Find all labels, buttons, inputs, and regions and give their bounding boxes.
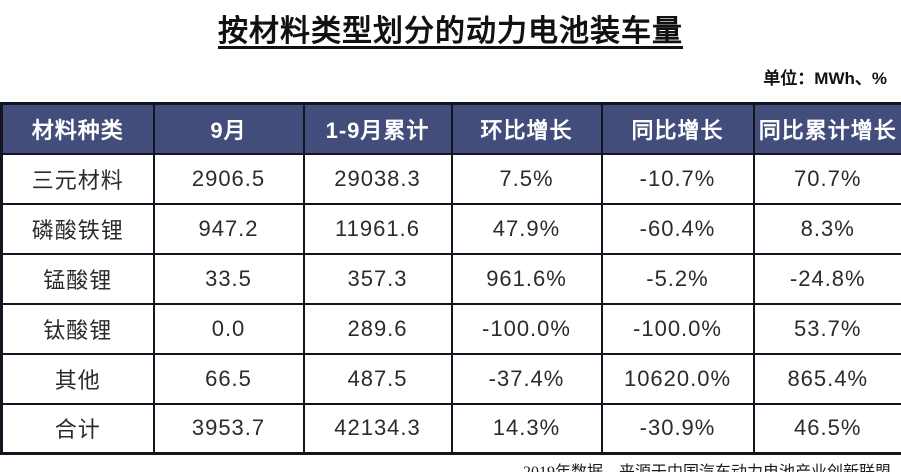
material-name-cell: 其他 [0, 352, 155, 405]
table-row-lfp: 磷酸铁锂 947.2 11961.6 47.9% -60.4% 8.3% [0, 202, 901, 255]
column-header-yoy-cumulative-growth: 同比累计增长 [752, 102, 901, 155]
table-cell: -24.8% [752, 252, 901, 305]
table-row-total: 合计 3953.7 42134.3 14.3% -30.9% 46.5% [0, 402, 901, 455]
column-header-material: 材料种类 [0, 102, 155, 155]
battery-installation-table: 材料种类 9月 1-9月累计 环比增长 同比增长 同比累计增长 三元材料 290… [0, 102, 901, 455]
table-row-lto: 钛酸锂 0.0 289.6 -100.0% -100.0% 53.7% [0, 302, 901, 355]
table-cell: 47.9% [450, 202, 603, 255]
column-header-yoy-growth: 同比增长 [600, 102, 755, 155]
table-cell: -37.4% [450, 352, 603, 405]
unit-label: 单位：MWh、% [763, 69, 887, 88]
table-row-ternary: 三元材料 2906.5 29038.3 7.5% -10.7% 70.7% [0, 152, 901, 205]
table-cell: 0.0 [152, 302, 305, 355]
table-cell: 3953.7 [152, 402, 305, 455]
table-row-lmo: 锰酸锂 33.5 357.3 961.6% -5.2% -24.8% [0, 252, 901, 305]
table-header-row: 材料种类 9月 1-9月累计 环比增长 同比增长 同比累计增长 [0, 102, 901, 155]
table-cell: 29038.3 [302, 152, 453, 205]
table-cell: -100.0% [450, 302, 603, 355]
material-name-cell: 三元材料 [0, 152, 155, 205]
page: 按材料类型划分的动力电池装车量 单位：MWh、% 材料种类 9月 1-9月累计 … [0, 6, 901, 472]
material-name-cell: 锰酸锂 [0, 252, 155, 305]
table-cell: -60.4% [600, 202, 755, 255]
table-cell: 66.5 [152, 352, 305, 405]
table-cell: -5.2% [600, 252, 755, 305]
table-cell: 289.6 [302, 302, 453, 355]
source-note: 2019年数据，来源于中国汽车动力电池产业创新联盟 [0, 458, 891, 472]
table-cell: 487.5 [302, 352, 453, 405]
page-title: 按材料类型划分的动力电池装车量 [0, 6, 901, 50]
table-cell: -100.0% [600, 302, 755, 355]
material-name-cell: 钛酸锂 [0, 302, 155, 355]
table-cell: 42134.3 [302, 402, 453, 455]
page-title-text: 按材料类型划分的动力电池装车量 [218, 15, 683, 48]
table-cell: -10.7% [600, 152, 755, 205]
table-cell: 14.3% [450, 402, 603, 455]
table-cell: -30.9% [600, 402, 755, 455]
column-header-september: 9月 [152, 102, 305, 155]
table-cell: 2906.5 [152, 152, 305, 205]
material-name-cell: 磷酸铁锂 [0, 202, 155, 255]
table-cell: 46.5% [752, 402, 901, 455]
table-cell: 865.4% [752, 352, 901, 405]
table-cell: 947.2 [152, 202, 305, 255]
table-row-other: 其他 66.5 487.5 -37.4% 10620.0% 865.4% [0, 352, 901, 405]
table-cell: 961.6% [450, 252, 603, 305]
column-header-cumulative: 1-9月累计 [302, 102, 453, 155]
column-header-mom-growth: 环比增长 [450, 102, 603, 155]
table-cell: 7.5% [450, 152, 603, 205]
table-cell: 11961.6 [302, 202, 453, 255]
table-cell: 53.7% [752, 302, 901, 355]
table-cell: 357.3 [302, 252, 453, 305]
table-cell: 8.3% [752, 202, 901, 255]
table-cell: 33.5 [152, 252, 305, 305]
material-name-cell: 合计 [0, 402, 155, 455]
table-cell: 10620.0% [600, 352, 755, 405]
table-cell: 70.7% [752, 152, 901, 205]
